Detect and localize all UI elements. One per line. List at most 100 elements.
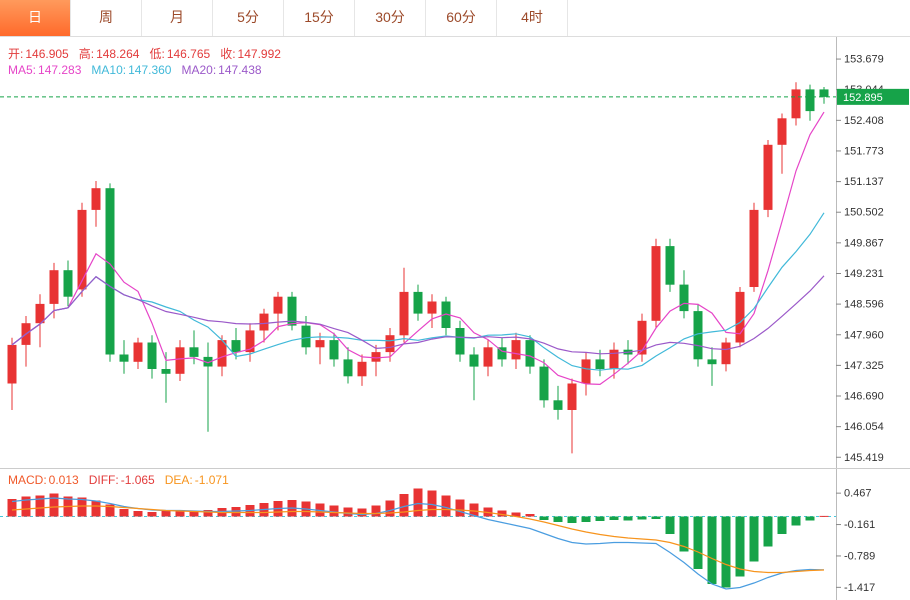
readout-label: MA20:	[181, 63, 217, 77]
tab-5min[interactable]: 5分	[213, 0, 284, 36]
price-axis-label: 149.231	[844, 268, 884, 280]
tab-30min[interactable]: 30分	[355, 0, 426, 36]
candle	[119, 340, 129, 374]
candle	[469, 347, 479, 401]
readout-label: MA5:	[8, 63, 37, 77]
macd-bar	[175, 510, 185, 517]
readout-label: 高:	[78, 47, 95, 61]
macd-bar	[665, 516, 675, 534]
tab-15min[interactable]: 15分	[284, 0, 355, 36]
readout-label: 开:	[8, 47, 24, 61]
candle	[749, 202, 759, 292]
candle	[357, 354, 367, 386]
candle	[371, 344, 381, 377]
candle	[91, 181, 101, 227]
candle	[665, 238, 675, 292]
candle	[399, 267, 409, 343]
readout-value: -1.065	[120, 473, 155, 487]
candle	[217, 335, 227, 377]
candle	[707, 347, 717, 386]
macd-bar	[651, 516, 661, 519]
tab-week[interactable]: 周	[71, 0, 142, 36]
candle	[539, 359, 549, 408]
candlestick-chart[interactable]: 153.679153.044152.408151.773151.137150.5…	[0, 37, 910, 600]
tab-month[interactable]: 月	[142, 0, 213, 36]
price-axis-label: 147.325	[844, 360, 884, 372]
candle	[21, 316, 31, 367]
macd-bar	[525, 514, 535, 517]
candle	[245, 323, 255, 362]
readout-value: 148.264	[96, 47, 140, 61]
macd-bar	[707, 516, 717, 584]
candle	[231, 328, 241, 360]
macd-bar	[147, 512, 157, 517]
readout-value: 147.283	[38, 63, 82, 77]
macd-bar	[161, 511, 171, 517]
macd-bar	[721, 516, 731, 588]
ma10-line	[11, 212, 825, 371]
candle	[693, 303, 703, 367]
candle	[203, 342, 213, 432]
current-price-badge-text: 152.895	[843, 92, 883, 104]
candle	[315, 332, 325, 365]
macd-bar	[539, 516, 549, 520]
macd-bar	[119, 509, 129, 517]
macd-bar	[567, 516, 577, 523]
macd-bar	[763, 516, 773, 547]
macd-bar	[791, 516, 801, 526]
ohlc-readout: 开: 146.905 高: 148.264 低: 146.765 收: 147.992	[8, 45, 291, 62]
tab-4hour[interactable]: 4时	[497, 0, 568, 36]
price-axis-label: 152.408	[844, 115, 884, 127]
macd-bar	[385, 500, 395, 517]
macd-axis-label: 0.467	[844, 488, 872, 500]
candle	[497, 337, 507, 367]
macd-axis: 0.467 -0.161 -0.789 -1.417	[836, 488, 875, 594]
macd-axis-label: -0.161	[844, 519, 875, 531]
price-axis-label: 153.679	[844, 54, 884, 66]
macd-bar	[819, 515, 829, 517]
candle	[679, 270, 689, 319]
candle	[427, 294, 437, 328]
candle	[273, 291, 283, 331]
readout-label: 收:	[220, 47, 236, 61]
candle	[343, 347, 353, 384]
macd-bar	[343, 507, 353, 517]
macd-bar	[329, 505, 339, 517]
readout-value: 146.765	[166, 47, 211, 61]
macd-bar	[203, 510, 213, 517]
candle	[455, 320, 465, 362]
candle	[581, 352, 591, 396]
candle	[525, 335, 535, 374]
candle	[49, 262, 59, 319]
candle	[819, 87, 829, 104]
macd-bar	[7, 499, 17, 517]
candle	[329, 332, 339, 367]
readout-label: MA10:	[91, 63, 127, 77]
price-axis-label: 146.690	[844, 390, 884, 402]
macd-bar	[777, 516, 787, 534]
macd-bar	[133, 511, 143, 517]
candle	[77, 202, 87, 297]
candle	[441, 296, 451, 336]
macd-dea-line	[11, 505, 825, 574]
readout-label: MACD:	[8, 473, 47, 487]
readout-label: 低:	[149, 47, 165, 61]
macd-readout: MACD: 0.013 DIFF: -1.065 DEA: -1.071	[8, 473, 239, 487]
macd-bar	[469, 503, 479, 517]
candle	[7, 337, 17, 410]
readout-label: DIFF:	[88, 473, 119, 487]
tab-day[interactable]: 日	[0, 0, 71, 36]
macd-bar	[455, 499, 465, 517]
price-axis-label: 151.773	[844, 145, 884, 157]
chart-area: 153.679153.044152.408151.773151.137150.5…	[0, 37, 910, 600]
price-axis-label: 150.502	[844, 207, 884, 219]
tab-60min[interactable]: 60分	[426, 0, 497, 36]
macd-bar	[497, 510, 507, 517]
candle	[133, 337, 143, 369]
macd-bar	[679, 516, 689, 552]
macd-bar	[805, 516, 815, 521]
macd-axis-label: -1.417	[844, 582, 875, 594]
price-axis-label: 146.054	[844, 421, 884, 433]
candle	[791, 82, 801, 126]
